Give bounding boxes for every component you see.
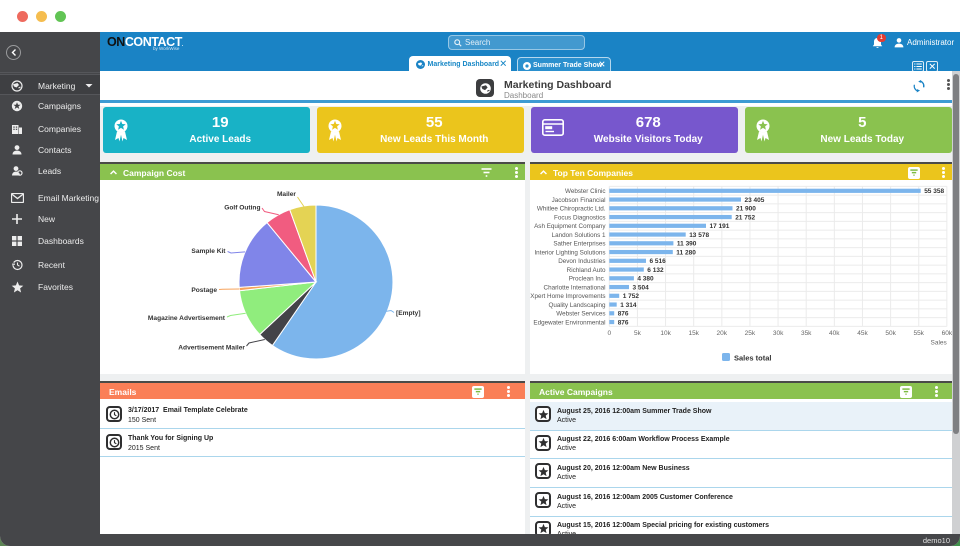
svg-text:17 191: 17 191 xyxy=(710,223,730,230)
svg-text:21 752: 21 752 xyxy=(735,214,755,221)
svg-text:876: 876 xyxy=(618,311,629,318)
svg-text:55 358: 55 358 xyxy=(924,188,944,195)
svg-text:Charlotte International: Charlotte International xyxy=(544,284,606,291)
svg-text:35k: 35k xyxy=(801,330,812,337)
svg-text:Devon Industries: Devon Industries xyxy=(558,258,605,265)
svg-text:21 900: 21 900 xyxy=(736,206,756,213)
svg-text:45k: 45k xyxy=(857,330,868,337)
svg-text:Xpert Home Improvements: Xpert Home Improvements xyxy=(530,293,605,300)
svg-text:Quality Landscaping: Quality Landscaping xyxy=(548,302,606,309)
svg-text:Focus Diagnostics: Focus Diagnostics xyxy=(554,214,605,221)
svg-text:[Empty]: [Empty] xyxy=(396,310,421,317)
svg-text:Webster Clinic: Webster Clinic xyxy=(565,188,605,195)
svg-text:11 390: 11 390 xyxy=(677,241,697,248)
svg-text:55k: 55k xyxy=(913,330,924,337)
svg-text:Jacobson Financial: Jacobson Financial xyxy=(552,197,606,204)
svg-text:40k: 40k xyxy=(829,330,840,337)
svg-text:Landon Solutions 1: Landon Solutions 1 xyxy=(552,232,606,239)
svg-text:60k: 60k xyxy=(942,330,952,337)
svg-text:6 516: 6 516 xyxy=(650,258,667,265)
svg-text:13 578: 13 578 xyxy=(689,232,709,239)
svg-text:Whitlee Chiropractic Ltd.: Whitlee Chiropractic Ltd. xyxy=(537,206,606,213)
svg-text:6 132: 6 132 xyxy=(647,267,664,274)
svg-text:Sales: Sales xyxy=(931,340,948,347)
svg-text:Magazine Advertisement: Magazine Advertisement xyxy=(148,315,226,322)
svg-text:Mailer: Mailer xyxy=(277,191,296,198)
svg-text:Advertisement Mailer: Advertisement Mailer xyxy=(178,345,245,352)
svg-text:15k: 15k xyxy=(688,330,699,337)
svg-text:Webster Services: Webster Services xyxy=(556,311,605,318)
svg-text:20k: 20k xyxy=(717,330,728,337)
svg-text:Postage: Postage xyxy=(191,287,217,294)
svg-text:4 380: 4 380 xyxy=(637,276,654,283)
svg-text:0: 0 xyxy=(607,330,611,337)
svg-text:Golf Outing: Golf Outing xyxy=(224,205,260,212)
svg-text:10k: 10k xyxy=(660,330,671,337)
svg-text:1 752: 1 752 xyxy=(623,293,640,300)
svg-text:11 280: 11 280 xyxy=(676,249,696,256)
svg-text:Sample Kit: Sample Kit xyxy=(191,248,226,255)
svg-text:Richland Auto: Richland Auto xyxy=(567,267,606,274)
svg-text:30k: 30k xyxy=(773,330,784,337)
svg-text:23 405: 23 405 xyxy=(745,197,765,204)
svg-text:Sather Enterprises: Sather Enterprises xyxy=(553,241,605,248)
svg-text:Proclean Inc.: Proclean Inc. xyxy=(569,276,606,283)
svg-text:Edgewater Environmental: Edgewater Environmental xyxy=(533,319,605,326)
svg-text:3 504: 3 504 xyxy=(633,284,650,291)
svg-text:Sales total: Sales total xyxy=(734,354,772,363)
svg-text:25k: 25k xyxy=(745,330,756,337)
svg-text:50k: 50k xyxy=(885,330,896,337)
svg-text:Interior Lighting Solutions: Interior Lighting Solutions xyxy=(534,249,605,256)
svg-text:1 314: 1 314 xyxy=(620,302,637,309)
svg-text:5k: 5k xyxy=(634,330,642,337)
svg-text:Ash Equipment Company: Ash Equipment Company xyxy=(534,223,606,230)
svg-text:876: 876 xyxy=(618,319,629,326)
